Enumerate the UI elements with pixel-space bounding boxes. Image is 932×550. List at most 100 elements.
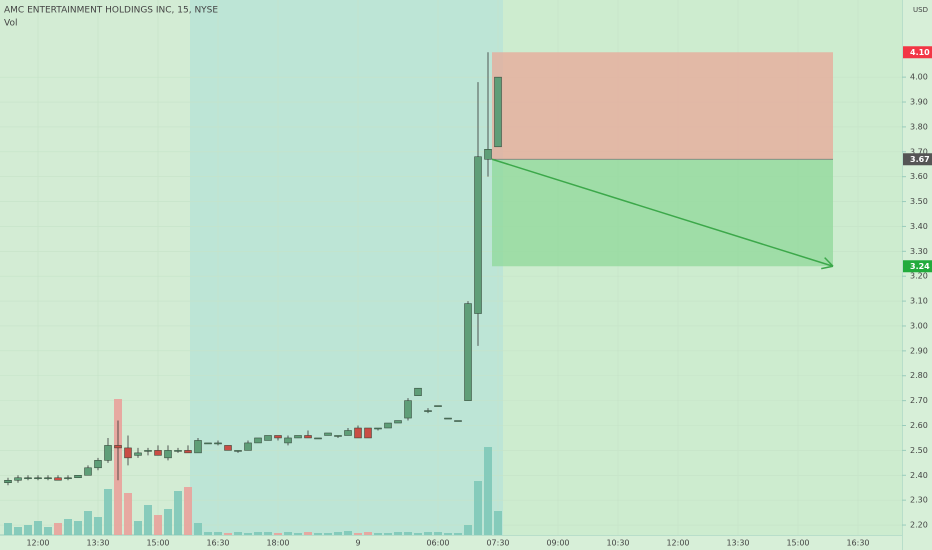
candle-body [94,460,102,469]
candle-body [304,435,312,439]
volume-bar [364,532,372,535]
candle-body [334,435,342,437]
candle-body [104,445,112,461]
y-tick-label: 3.30 [910,247,928,256]
time-axis-bg [0,535,902,550]
volume-bar [304,532,312,535]
candle-body [324,432,332,436]
candle-body [14,477,22,481]
arrow-head [821,265,834,270]
y-tick-label: 2.50 [910,446,928,455]
volume-bar [224,533,232,535]
volume-bar [194,523,202,535]
volume-bar [464,525,472,535]
candle-body [284,437,292,444]
volume-bar [144,505,152,535]
volume-bar [324,533,332,535]
volume-bar [474,481,482,535]
volume-bar [174,491,182,535]
x-tick-label: 06:00 [426,539,449,548]
volume-bar [34,521,42,535]
volume-bar [354,533,362,535]
volume-bar [234,532,242,535]
y-tick-label: 3.00 [910,321,928,330]
price-label: 3.67 [910,155,930,164]
volume-bar [254,532,262,535]
volume-bar [134,521,142,535]
y-tick-label: 2.30 [910,496,928,505]
volume-bar [264,532,272,535]
y-tick-label: 3.40 [910,222,928,231]
x-tick-label: 13:30 [726,539,749,548]
y-tick-label: 2.90 [910,346,928,355]
candle-body [224,445,232,451]
y-tick-label: 3.50 [910,197,928,206]
volume-bar [274,533,282,535]
candle-body [134,452,142,456]
volume-bar [124,493,132,535]
candle-body [394,420,402,424]
candle-body [434,405,442,407]
y-tick-label: 2.70 [910,396,928,405]
chart-title: AMC ENTERTAINMENT HOLDINGS INC, 15, NYSE [4,6,218,16]
volume-bar [344,531,352,535]
y-tick-label: 2.80 [910,371,928,380]
candle-body [184,450,192,454]
y-tick-label: 2.20 [910,521,928,530]
volume-bar [14,527,22,535]
volume-bar [84,511,92,535]
x-tick-label: 12:00 [26,539,49,548]
candle-body [234,450,242,452]
plot [0,0,902,535]
volume-bar [424,532,432,535]
volume-bar [64,519,72,535]
volume-bar [374,533,382,535]
volume-bar [294,533,302,535]
x-tick-label: 10:30 [606,539,629,548]
volume-bar [104,489,112,535]
candle-body [454,420,462,422]
volume-bar [164,509,172,535]
x-tick-label: 15:00 [146,539,169,548]
x-tick-label: 07:30 [486,539,509,548]
volume-bar [454,533,462,535]
volume-bar [284,532,292,535]
extended-hours [190,0,503,535]
volume-bar [214,532,222,535]
y-tick-label: 3.80 [910,122,928,131]
volume-bar [384,533,392,535]
price-label-bg [903,46,932,59]
x-tick-label: 16:30 [846,539,869,548]
candle-body [274,435,282,439]
volume-bar [74,521,82,535]
x-tick-label: 18:00 [266,539,289,548]
volume-bar [314,533,322,535]
y-tick-label: 3.70 [910,147,928,156]
candle-body [464,303,472,401]
x-tick-label: 13:30 [86,539,109,548]
price-axis-bg [902,0,932,550]
candle-body [494,76,502,148]
price-label: 3.24 [910,262,930,271]
candle-body [124,447,132,459]
candle-body [34,477,42,480]
candle-body [84,467,92,476]
volume-bar [404,532,412,535]
candle-body [354,427,362,439]
volume-bar [494,511,502,535]
volume-bar [154,515,162,535]
y-tick-label: 3.10 [910,297,928,306]
x-tick-label: 15:00 [786,539,809,548]
candle-body [44,477,52,480]
x-tick-label: 09:00 [546,539,569,548]
candle-body [4,480,12,483]
y-tick-label: 3.60 [910,172,928,181]
candle-body [344,430,352,436]
volume-bar [94,517,102,535]
candle-body [294,435,302,439]
candle-body [424,410,432,412]
price-label-bg [903,153,932,166]
candle-body [24,477,32,480]
candle-body [204,442,212,445]
